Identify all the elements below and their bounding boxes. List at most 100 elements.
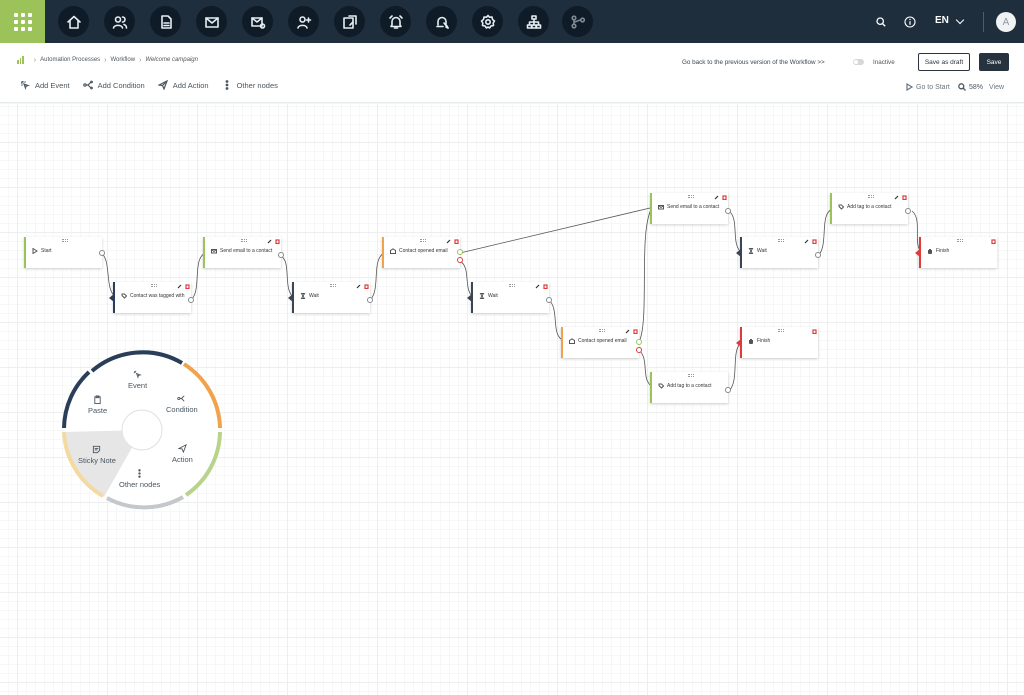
edit-icon[interactable] (356, 284, 361, 289)
drag-handle-icon[interactable] (688, 374, 694, 377)
workflow-node-finish[interactable]: Finish (915, 237, 997, 268)
output-port[interactable] (725, 387, 731, 393)
info-icon[interactable] (904, 16, 916, 28)
radial-other-nodes-button[interactable]: Other nodes (119, 469, 160, 489)
workflow-node-action[interactable]: Send email to a contact (650, 193, 731, 224)
edit-icon[interactable] (267, 239, 272, 244)
zoom-level: 58% (969, 83, 984, 91)
edit-icon[interactable] (177, 284, 182, 289)
drag-handle-icon[interactable] (420, 239, 426, 242)
search-icon[interactable] (876, 17, 886, 27)
output-port-no[interactable] (457, 257, 463, 263)
send-icon (177, 444, 187, 453)
view-menu[interactable]: View (989, 83, 1005, 91)
drag-handle-icon[interactable] (241, 239, 247, 242)
output-port[interactable] (546, 297, 552, 303)
output-port[interactable] (815, 252, 821, 258)
drag-handle-icon[interactable] (62, 239, 68, 242)
drag-handle-icon[interactable] (509, 284, 515, 287)
home-button[interactable] (58, 6, 89, 37)
mail-settings-button[interactable] (242, 6, 273, 37)
output-port-yes[interactable] (636, 339, 642, 345)
node-label: Wait (488, 293, 498, 299)
settings-button[interactable] (472, 6, 503, 37)
active-toggle[interactable] (853, 59, 864, 65)
mail-settings-icon (250, 16, 265, 29)
drag-handle-icon[interactable] (151, 284, 157, 287)
delete-icon[interactable] (722, 195, 727, 201)
mail-button[interactable] (196, 6, 227, 37)
delete-icon[interactable] (902, 195, 907, 201)
output-port[interactable] (278, 252, 284, 258)
delete-icon[interactable] (454, 239, 459, 245)
workflow-node-finish[interactable]: Finish (736, 327, 818, 358)
contacts-button[interactable] (104, 6, 135, 37)
delete-icon[interactable] (364, 284, 369, 290)
edit-icon[interactable] (535, 284, 540, 289)
edit-icon[interactable] (446, 239, 451, 244)
workflow-node-condition[interactable]: Contact opened email (561, 327, 642, 358)
workflow-node-condition[interactable]: Contact opened email (382, 237, 463, 268)
previous-version-link[interactable]: Go back to the previous version of the W… (682, 59, 825, 66)
edit-icon[interactable] (625, 329, 630, 334)
workflow-node-action[interactable]: Send email to a contact (203, 237, 284, 268)
language-selector[interactable]: EN (935, 15, 949, 26)
workflow-node-condition[interactable]: Contact was tagged with (109, 282, 194, 313)
edit-icon[interactable] (804, 239, 809, 244)
add-action-button[interactable]: Add Action (157, 80, 209, 90)
chevron-down-icon[interactable] (955, 15, 965, 25)
workflow-node-action[interactable]: Add tag to a contact (650, 372, 731, 403)
drag-handle-icon[interactable] (330, 284, 336, 287)
drag-handle-icon[interactable] (599, 329, 605, 332)
landing-page-button[interactable] (334, 6, 365, 37)
add-user-button[interactable] (288, 6, 319, 37)
edit-icon[interactable] (714, 195, 719, 200)
breadcrumb-item-automation-processes[interactable]: Automation Processes (40, 57, 101, 63)
delete-icon[interactable] (275, 239, 280, 245)
output-port[interactable] (725, 208, 731, 214)
other-nodes-button[interactable]: Other nodes (222, 80, 278, 90)
avatar[interactable]: A (996, 12, 1016, 32)
delete-icon[interactable] (991, 239, 996, 245)
automation-button[interactable] (426, 6, 457, 37)
output-port-no[interactable] (636, 347, 642, 353)
workflow-node-action[interactable]: Add tag to a contact (830, 193, 911, 224)
drag-handle-icon[interactable] (688, 195, 694, 198)
workflow-node-start[interactable]: Start (24, 237, 105, 268)
edit-icon[interactable] (894, 195, 899, 200)
workflow-node-wait[interactable]: Wait (467, 282, 552, 313)
delete-icon[interactable] (543, 284, 548, 290)
delete-icon[interactable] (185, 284, 190, 290)
radial-paste-button[interactable]: Paste (88, 395, 107, 415)
save-as-draft-button[interactable]: Save as draft (918, 53, 970, 71)
hierarchy-button[interactable] (518, 6, 549, 37)
radial-sticky-note-button[interactable]: Sticky Note (78, 445, 116, 465)
drag-handle-icon[interactable] (868, 195, 874, 198)
workflow-button[interactable] (562, 6, 593, 37)
output-port[interactable] (99, 250, 105, 256)
documents-button[interactable] (150, 6, 181, 37)
output-port[interactable] (188, 297, 194, 303)
radial-action-button[interactable]: Action (172, 444, 193, 464)
workflow-node-wait[interactable]: Wait (288, 282, 373, 313)
breadcrumb-item-workflow[interactable]: Workflow (110, 57, 136, 63)
radial-event-button[interactable]: Event (128, 370, 147, 390)
notifications-button[interactable] (380, 6, 411, 37)
app-menu-button[interactable] (0, 0, 45, 43)
add-event-button[interactable]: Add Event (20, 80, 70, 90)
go-to-start-button[interactable]: Go to Start (905, 83, 950, 91)
add-condition-button[interactable]: Add Condition (82, 80, 145, 90)
drag-handle-icon[interactable] (778, 239, 784, 242)
delete-icon[interactable] (633, 329, 638, 335)
zoom-control[interactable]: 58% View (958, 83, 1004, 91)
output-port-yes[interactable] (457, 249, 463, 255)
workflow-node-wait[interactable]: Wait (736, 237, 821, 268)
delete-icon[interactable] (812, 329, 817, 335)
delete-icon[interactable] (812, 239, 817, 245)
drag-handle-icon[interactable] (778, 329, 784, 332)
drag-handle-icon[interactable] (957, 239, 963, 242)
output-port[interactable] (905, 208, 911, 214)
output-port[interactable] (367, 297, 373, 303)
radial-condition-button[interactable]: Condition (166, 394, 198, 414)
save-button[interactable]: Save (979, 53, 1009, 71)
